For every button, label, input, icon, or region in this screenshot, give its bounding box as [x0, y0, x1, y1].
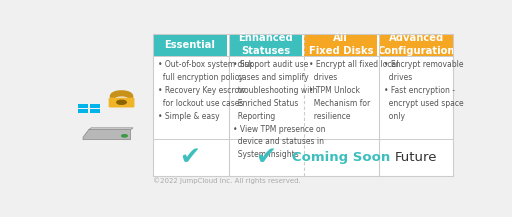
Text: Advanced
Configuration: Advanced Configuration [377, 33, 455, 56]
Text: ©2022 JumpCloud Inc. All rights reserved.: ©2022 JumpCloud Inc. All rights reserved… [153, 177, 301, 184]
FancyBboxPatch shape [90, 109, 100, 113]
FancyBboxPatch shape [153, 34, 227, 56]
FancyBboxPatch shape [78, 104, 88, 108]
Text: Coming Soon: Coming Soon [292, 151, 390, 164]
FancyBboxPatch shape [304, 34, 377, 56]
Text: ✔: ✔ [180, 145, 201, 169]
Text: • Support audit use
  cases and simplify
  troubleshooting with
  Enriched Statu: • Support audit use cases and simplify t… [233, 60, 326, 159]
FancyBboxPatch shape [109, 98, 135, 107]
FancyBboxPatch shape [153, 34, 453, 176]
Circle shape [122, 135, 127, 137]
Text: Essential: Essential [164, 40, 216, 50]
FancyBboxPatch shape [379, 34, 453, 56]
Text: All
Fixed Disks: All Fixed Disks [309, 33, 373, 56]
Text: ✔: ✔ [255, 145, 276, 169]
Text: • Encrypt all fixed local
  drives
• TPM Unlock
  Mechanism for
  resilience: • Encrypt all fixed local drives • TPM U… [309, 60, 398, 121]
Text: • Encrypt removable
  drives
• Fast encryption -
  encrypt used space
  only: • Encrypt removable drives • Fast encryp… [384, 60, 464, 121]
FancyBboxPatch shape [229, 34, 302, 56]
Text: • Out-of-box system disk
  full encryption policy
• Recovery Key escrow
  for lo: • Out-of-box system disk full encryption… [158, 60, 253, 121]
Text: Enhanced
Statuses: Enhanced Statuses [238, 33, 293, 56]
Polygon shape [89, 128, 133, 130]
Text: Future: Future [395, 151, 437, 164]
FancyBboxPatch shape [78, 109, 88, 113]
Polygon shape [83, 130, 131, 140]
FancyBboxPatch shape [90, 104, 100, 108]
Circle shape [117, 100, 126, 104]
